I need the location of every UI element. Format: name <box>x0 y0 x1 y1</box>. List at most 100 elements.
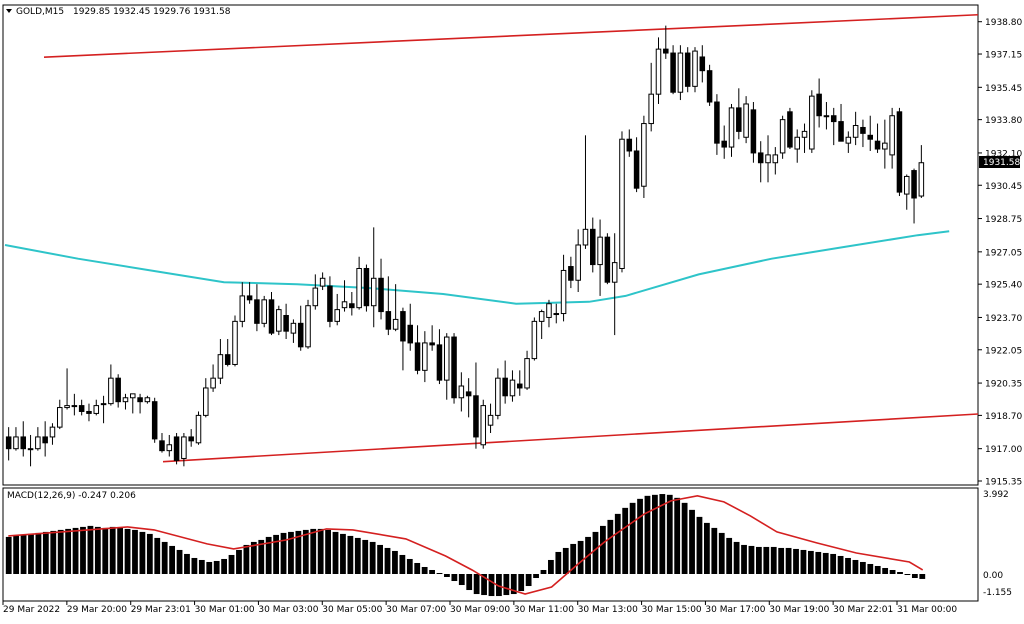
macd-bar <box>302 529 309 574</box>
bull-candle <box>312 287 319 307</box>
bull-candle <box>276 309 282 332</box>
macd-bar <box>807 550 814 574</box>
macd-bar <box>659 494 666 574</box>
macd-bar <box>473 574 480 595</box>
macd-bar <box>904 574 911 576</box>
bear-candle <box>911 170 917 199</box>
bull-candle <box>509 379 516 397</box>
bear-candle <box>436 344 443 381</box>
bull-candle <box>677 52 684 93</box>
bear-candle <box>714 101 720 144</box>
macd-bar <box>102 527 109 574</box>
macd-bar <box>548 559 554 574</box>
macd-bar <box>354 537 361 574</box>
macd-bar <box>184 553 190 574</box>
macd-bar <box>228 554 235 574</box>
bear-candle <box>604 236 611 283</box>
macd-bar <box>221 558 228 574</box>
bear-candle <box>838 121 844 142</box>
macd-bar <box>503 574 510 596</box>
macd-bar <box>206 561 213 574</box>
bull-candle <box>319 277 326 287</box>
macd-bar <box>644 495 651 574</box>
macd-bar <box>741 544 747 574</box>
bull-candle <box>597 236 603 266</box>
macd-bar <box>533 574 539 579</box>
macd-bar <box>481 574 487 596</box>
macd-bar <box>362 539 369 574</box>
bull-candle <box>655 48 662 95</box>
bull-candle <box>480 405 487 446</box>
macd-signal-line <box>8 494 924 595</box>
bull-candle <box>889 115 895 156</box>
macd-bar <box>815 551 822 574</box>
bull-candle <box>611 262 618 283</box>
macd-bar <box>748 545 755 574</box>
bull-candle <box>743 103 749 138</box>
bull-candle <box>35 436 41 450</box>
bull-candle <box>582 228 589 246</box>
macd-bar <box>540 569 547 574</box>
bull-candle <box>546 303 552 318</box>
bull-candle <box>370 277 377 307</box>
macd-bar <box>614 513 621 574</box>
bear-candle <box>254 299 260 324</box>
bull-candle <box>538 311 545 322</box>
bull-candle <box>239 295 246 322</box>
macd-axis-min: -1.155 <box>983 588 1012 598</box>
triangle-down-icon[interactable] <box>6 9 12 13</box>
macd-bar <box>518 574 525 592</box>
upper-channel-line <box>43 13 979 58</box>
macd-bar <box>109 526 116 574</box>
bear-candle <box>385 311 392 330</box>
macd-bar <box>444 574 450 578</box>
bear-candle <box>115 377 121 403</box>
macd-bar <box>392 550 398 574</box>
macd-bar <box>236 549 242 574</box>
macd-bar <box>681 502 688 574</box>
macd-bar <box>562 547 569 574</box>
bear-candle <box>874 140 881 150</box>
bear-candle <box>473 395 479 438</box>
price-tick-label: 1920.35 <box>985 380 1022 390</box>
bull-candle <box>553 313 560 316</box>
macd-bar <box>466 574 473 591</box>
macd-bar <box>510 574 517 595</box>
bull-candle <box>122 397 129 403</box>
macd-bar <box>5 536 12 574</box>
bear-candle <box>451 336 457 399</box>
bear-candle <box>721 140 727 148</box>
macd-bar <box>666 494 673 574</box>
macd-bar <box>280 532 287 574</box>
bull-candle <box>217 354 224 379</box>
macd-bar <box>770 546 777 574</box>
price-axis: 1938.80 1937.15 1935.45 1933.80 1932.10 1930.… <box>978 18 1022 488</box>
macd-bar <box>525 574 532 587</box>
price-tick-label: 1918.70 <box>985 412 1022 422</box>
time-tick-label: 30 Mar 19:00 <box>769 605 829 615</box>
signal-path <box>8 494 924 595</box>
macd-bar <box>919 574 926 579</box>
time-tick-label: 30 Mar 13:00 <box>578 605 638 615</box>
bear-candle <box>699 56 706 72</box>
macd-bar <box>50 530 57 574</box>
bull-candle <box>728 107 735 148</box>
symbol-label: GOLD,M15 <box>16 7 64 17</box>
bull-candle <box>130 393 136 399</box>
bull-candle <box>261 299 267 324</box>
bull-candle <box>181 436 187 459</box>
bear-candle <box>137 397 143 403</box>
price-tick-label: 1938.80 <box>985 18 1022 28</box>
macd-bar <box>867 563 874 574</box>
time-tick-label: 30 Mar 03:00 <box>258 605 318 615</box>
time-tick-label: 29 Mar 23:01 <box>131 605 191 615</box>
macd-bar <box>911 574 918 579</box>
bear-candle <box>188 436 194 442</box>
bear-candle <box>407 324 414 344</box>
bull-candle <box>852 125 859 138</box>
time-tick-label: 30 Mar 11:00 <box>514 605 574 615</box>
price-tick-label: 1917.00 <box>985 445 1022 455</box>
bull-candle <box>144 397 151 403</box>
